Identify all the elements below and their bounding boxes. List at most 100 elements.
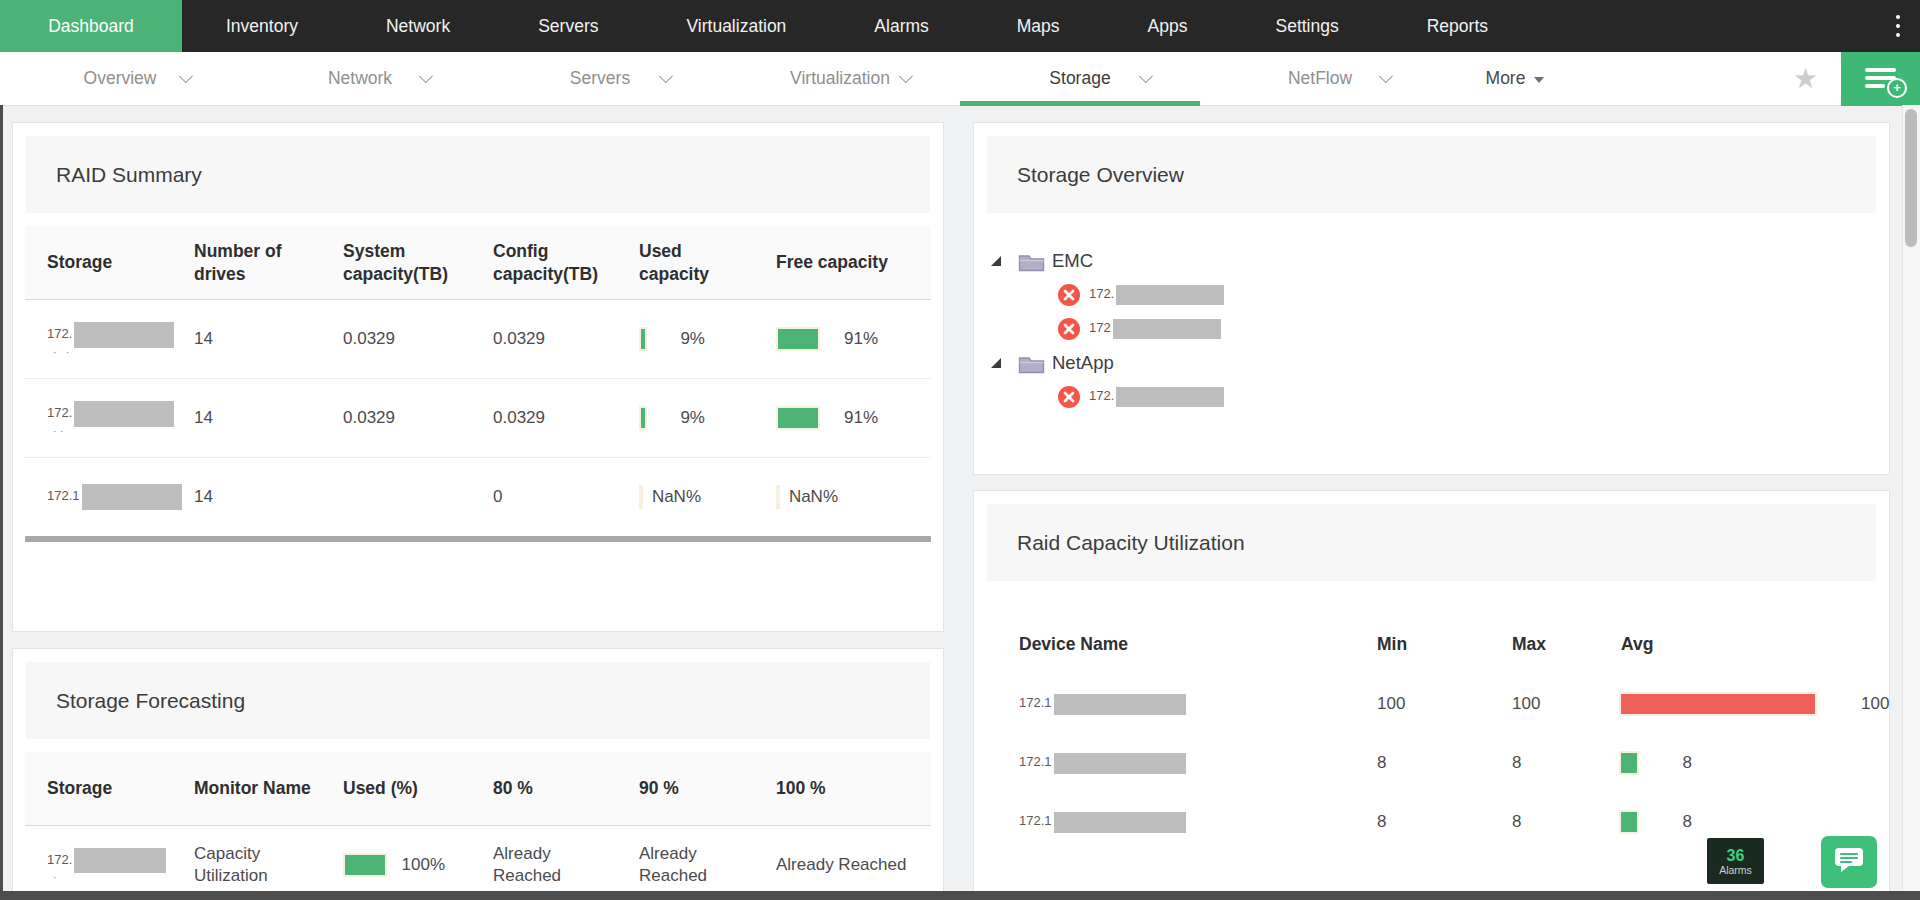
- nav-tab-alarms[interactable]: Alarms: [830, 0, 972, 52]
- subnav-tab-virtualization[interactable]: Virtualization: [720, 52, 960, 105]
- vertical-scrollbar[interactable]: [1902, 105, 1920, 891]
- tree-device-item[interactable]: 172.: [991, 278, 1889, 312]
- alarm-count-badge[interactable]: 36 Alarms: [1707, 838, 1764, 884]
- kebab-menu-icon[interactable]: [1896, 0, 1900, 52]
- chevron-down-icon[interactable]: [1379, 69, 1393, 83]
- free-capacity-cell: 91%: [754, 327, 931, 351]
- avg-cell: 8: [1588, 733, 1877, 792]
- tree-expand-icon[interactable]: [991, 256, 1001, 266]
- tree-expand-icon[interactable]: [991, 358, 1001, 368]
- redacted-ip-block: [1116, 387, 1224, 407]
- device-name-cell: 172.1: [986, 751, 1344, 773]
- col-header-80pct: 80 %: [471, 767, 617, 809]
- threshold-100-cell: Already Reached: [754, 854, 931, 876]
- panel-title: RAID Summary: [26, 136, 930, 213]
- raid-summary-panel: RAID Summary Storage Number of drives Sy…: [12, 122, 944, 632]
- drives-cell: 14: [172, 408, 321, 428]
- min-cell: 8: [1344, 812, 1479, 832]
- redacted-ip-block: [1113, 319, 1221, 339]
- window-edge: [0, 105, 3, 900]
- chevron-down-icon[interactable]: [179, 69, 193, 83]
- threshold-80-cell: Already Reached: [471, 843, 617, 887]
- subnav-more-label: More: [1486, 68, 1526, 89]
- subnav-tab-netflow[interactable]: NetFlow: [1200, 52, 1440, 105]
- max-cell: 8: [1479, 812, 1588, 832]
- used-bar: [639, 406, 647, 430]
- storage-forecasting-table: Storage Monitor Name Used (%) 80 % 90 % …: [25, 752, 931, 900]
- nav-tab-maps[interactable]: Maps: [973, 0, 1104, 52]
- col-header-free-capacity: Free capacity: [754, 241, 931, 283]
- subnav-tab-overview[interactable]: Overview: [0, 52, 240, 105]
- subnav-more-menu[interactable]: More: [1440, 52, 1590, 105]
- redacted-ip-block: [1116, 285, 1224, 305]
- min-cell: 8: [1344, 753, 1479, 773]
- nav-tab-apps[interactable]: Apps: [1104, 0, 1232, 52]
- table-row[interactable]: 172. · Capacity Utilization 100% Already…: [25, 826, 931, 900]
- drives-cell: 14: [172, 487, 321, 507]
- subnav-tab-label: Servers: [570, 68, 630, 89]
- chat-support-button[interactable]: [1821, 836, 1877, 888]
- subnav-tab-network[interactable]: Network: [240, 52, 480, 105]
- table-row[interactable]: 172. · · 14 0.0329 0.0329 9% 91%: [25, 300, 931, 378]
- folder-icon: [1018, 251, 1045, 272]
- nav-tab-settings[interactable]: Settings: [1231, 0, 1382, 52]
- table-row[interactable]: 172.1 14 0 NaN% NaN%: [25, 457, 931, 536]
- col-header-100pct: 100 %: [754, 767, 931, 809]
- system-capacity-cell: 0.0329: [321, 408, 471, 428]
- subnav-tab-servers[interactable]: Servers: [480, 52, 720, 105]
- add-dashboard-button[interactable]: +: [1841, 52, 1920, 106]
- tree-device-item[interactable]: 172.: [991, 380, 1889, 414]
- raid-summary-table: Storage Number of drives System capacity…: [25, 226, 931, 536]
- redacted-ip-block: [1054, 812, 1186, 833]
- table-header-row: Storage Monitor Name Used (%) 80 % 90 % …: [25, 752, 931, 826]
- chevron-down-icon[interactable]: [419, 69, 433, 83]
- horizontal-scrollbar[interactable]: [0, 891, 1920, 900]
- nav-tab-dashboard[interactable]: Dashboard: [0, 0, 182, 52]
- scrollbar-thumb[interactable]: [1905, 109, 1917, 247]
- col-header-system-capacity: System capacity(TB): [321, 230, 471, 295]
- tree-group-netapp[interactable]: NetApp: [991, 346, 1889, 380]
- col-header-min: Min: [1344, 634, 1479, 655]
- chevron-down-icon[interactable]: [659, 69, 673, 83]
- nav-tab-inventory[interactable]: Inventory: [182, 0, 342, 52]
- nav-tab-virtualization[interactable]: Virtualization: [642, 0, 830, 52]
- critical-status-icon: [1058, 284, 1080, 306]
- config-capacity-cell: 0.0329: [471, 329, 617, 349]
- storage-device-tree: EMC 172. 172 NetApp 172.: [974, 226, 1889, 414]
- col-header-max: Max: [1479, 634, 1588, 655]
- table-header-row: Device Name Min Max Avg: [986, 614, 1877, 674]
- subnav-tab-label: NetFlow: [1288, 68, 1352, 89]
- tree-device-item[interactable]: 172: [991, 312, 1889, 346]
- tree-group-emc[interactable]: EMC: [991, 244, 1889, 278]
- favorite-star-icon[interactable]: ★: [1793, 61, 1818, 97]
- table-row[interactable]: 172.1 8 8 8: [986, 733, 1877, 792]
- subnav-tab-label: Network: [328, 68, 392, 89]
- col-header-monitor-name: Monitor Name: [172, 767, 321, 809]
- subnav-tab-label: Storage: [1049, 68, 1110, 89]
- avg-bar: [1619, 751, 1639, 775]
- nav-tab-network[interactable]: Network: [342, 0, 494, 52]
- col-header-90pct: 90 %: [617, 767, 754, 809]
- nav-tab-servers[interactable]: Servers: [494, 0, 642, 52]
- widget-horizontal-scrollbar[interactable]: [25, 536, 931, 542]
- monitor-name-cell: Capacity Utilization: [172, 843, 321, 887]
- storage-cell: 172. ·: [25, 848, 172, 882]
- table-row[interactable]: 172.1 100 100 100: [986, 674, 1877, 733]
- threshold-90-cell: Already Reached: [617, 843, 754, 887]
- table-row[interactable]: 172. ·· 14 0.0329 0.0329 9% 91%: [25, 378, 931, 457]
- dashboard-sub-navigation: Overview Network Servers Virtualization …: [0, 52, 1920, 106]
- free-capacity-cell: 91%: [754, 406, 931, 430]
- chevron-down-icon[interactable]: [899, 69, 913, 83]
- panel-title: Storage Overview: [987, 136, 1876, 213]
- chevron-down-icon[interactable]: [1139, 69, 1153, 83]
- free-bar: [776, 406, 820, 430]
- min-cell: 100: [1344, 694, 1479, 714]
- hamburger-icon: [1865, 68, 1896, 72]
- nav-tab-reports[interactable]: Reports: [1383, 0, 1532, 52]
- panel-title: Raid Capacity Utilization: [987, 504, 1876, 581]
- avg-bar: [1619, 692, 1817, 716]
- subnav-tab-storage[interactable]: Storage: [960, 52, 1200, 105]
- col-header-used-capacity: Used capacity: [617, 230, 754, 295]
- tree-group-label: NetApp: [1052, 352, 1114, 374]
- config-capacity-cell: 0.0329: [471, 408, 617, 428]
